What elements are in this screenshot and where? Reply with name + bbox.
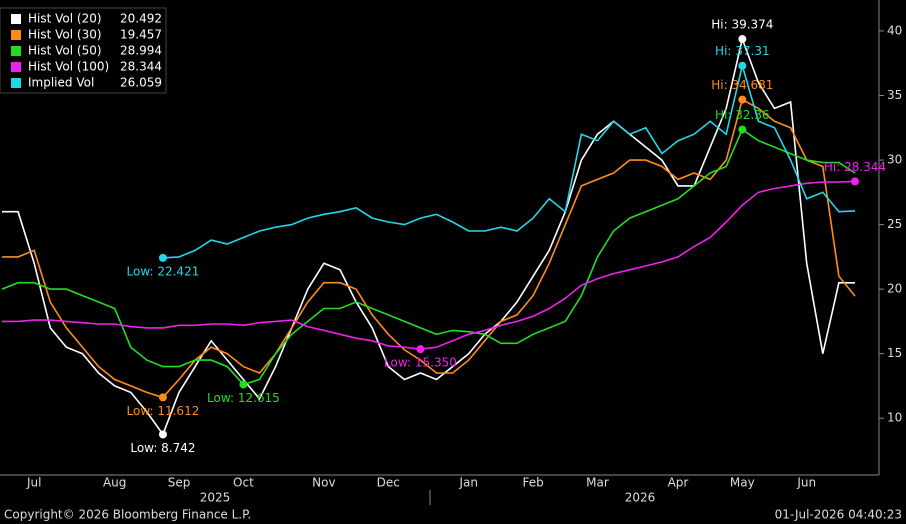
legend-label: Hist Vol (100) xyxy=(28,60,109,74)
x-tick-label: May xyxy=(730,476,755,490)
year-label: 2025 xyxy=(200,491,231,505)
series-line xyxy=(1,128,856,386)
extreme-marker xyxy=(416,345,425,354)
y-tick-label: 20 xyxy=(887,282,902,296)
y-tick-label: 35 xyxy=(887,88,902,102)
extreme-label: Low: 15.350 xyxy=(384,356,457,370)
legend-swatch xyxy=(11,30,21,40)
extreme-label: Hi: 32.36 xyxy=(715,108,770,122)
x-tick-label: Jun xyxy=(796,476,816,490)
extreme-label: Hi: 37.31 xyxy=(715,44,770,58)
x-tick-label: Dec xyxy=(377,476,400,490)
extreme-label: Hi: 34.681 xyxy=(711,78,773,92)
series-line xyxy=(2,180,856,351)
footer-right: 01-Jul-2026 04:40:23 xyxy=(775,508,902,522)
x-tick-label: Sep xyxy=(168,476,191,490)
extreme-marker xyxy=(738,125,747,134)
legend-label: Hist Vol (50) xyxy=(28,44,102,58)
legend-value: 28.344 xyxy=(120,60,162,74)
legend-swatch xyxy=(11,78,21,88)
legend-box xyxy=(0,7,167,94)
legend: Hist Vol (20) 20.492 Hist Vol (30) 19.457 Hi… xyxy=(0,7,167,94)
legend-label: Hist Vol (20) xyxy=(28,12,102,26)
x-tick-label: Aug xyxy=(103,476,126,490)
y-tick-label: 30 xyxy=(887,153,902,167)
extreme-marker xyxy=(738,61,747,70)
y-tick-label: 15 xyxy=(887,346,902,360)
y-tick-label: 10 xyxy=(887,411,902,425)
extreme-label: Low: 8.742 xyxy=(130,441,195,455)
x-tick-label: Apr xyxy=(668,476,689,490)
x-tick-label: Oct xyxy=(233,476,254,490)
extreme-marker xyxy=(158,393,167,402)
extreme-marker xyxy=(851,177,859,186)
legend-label: Hist Vol (30) xyxy=(28,28,102,42)
x-tick-label: Jul xyxy=(26,476,41,490)
extreme-label: Low: 22.421 xyxy=(127,264,200,278)
x-tick-label: Feb xyxy=(522,476,543,490)
legend-swatch xyxy=(11,14,21,24)
extreme-label: Low: 12.615 xyxy=(207,391,280,405)
series-line xyxy=(2,36,856,437)
y-tick-label: 25 xyxy=(887,217,902,231)
extreme-label: Low: 11.612 xyxy=(127,404,200,418)
x-tick-label: Jan xyxy=(458,476,478,490)
extreme-marker xyxy=(158,253,167,262)
legend-swatch xyxy=(11,46,21,56)
x-tick-label: Nov xyxy=(312,476,335,490)
legend-value: 26.059 xyxy=(120,76,162,90)
extreme-marker xyxy=(239,380,248,389)
extreme-marker xyxy=(738,35,747,44)
y-tick-label: 40 xyxy=(887,23,902,37)
legend-value: 28.994 xyxy=(120,44,162,58)
extreme-label: Hi: 28.344 xyxy=(824,160,886,174)
year-label: 2026 xyxy=(625,491,656,505)
series-line xyxy=(162,62,856,259)
legend-label: Implied Vol xyxy=(28,76,94,90)
legend-value: 20.492 xyxy=(120,12,162,26)
series-line xyxy=(2,98,856,399)
x-tick-label: Mar xyxy=(586,476,609,490)
extreme-marker xyxy=(158,430,167,439)
legend-swatch xyxy=(11,62,21,72)
extreme-label: Hi: 39.374 xyxy=(711,18,773,32)
extreme-marker xyxy=(738,95,747,104)
footer-left: Copyright© 2026 Bloomberg Finance L.P. xyxy=(4,508,251,522)
legend-value: 19.457 xyxy=(120,28,162,42)
